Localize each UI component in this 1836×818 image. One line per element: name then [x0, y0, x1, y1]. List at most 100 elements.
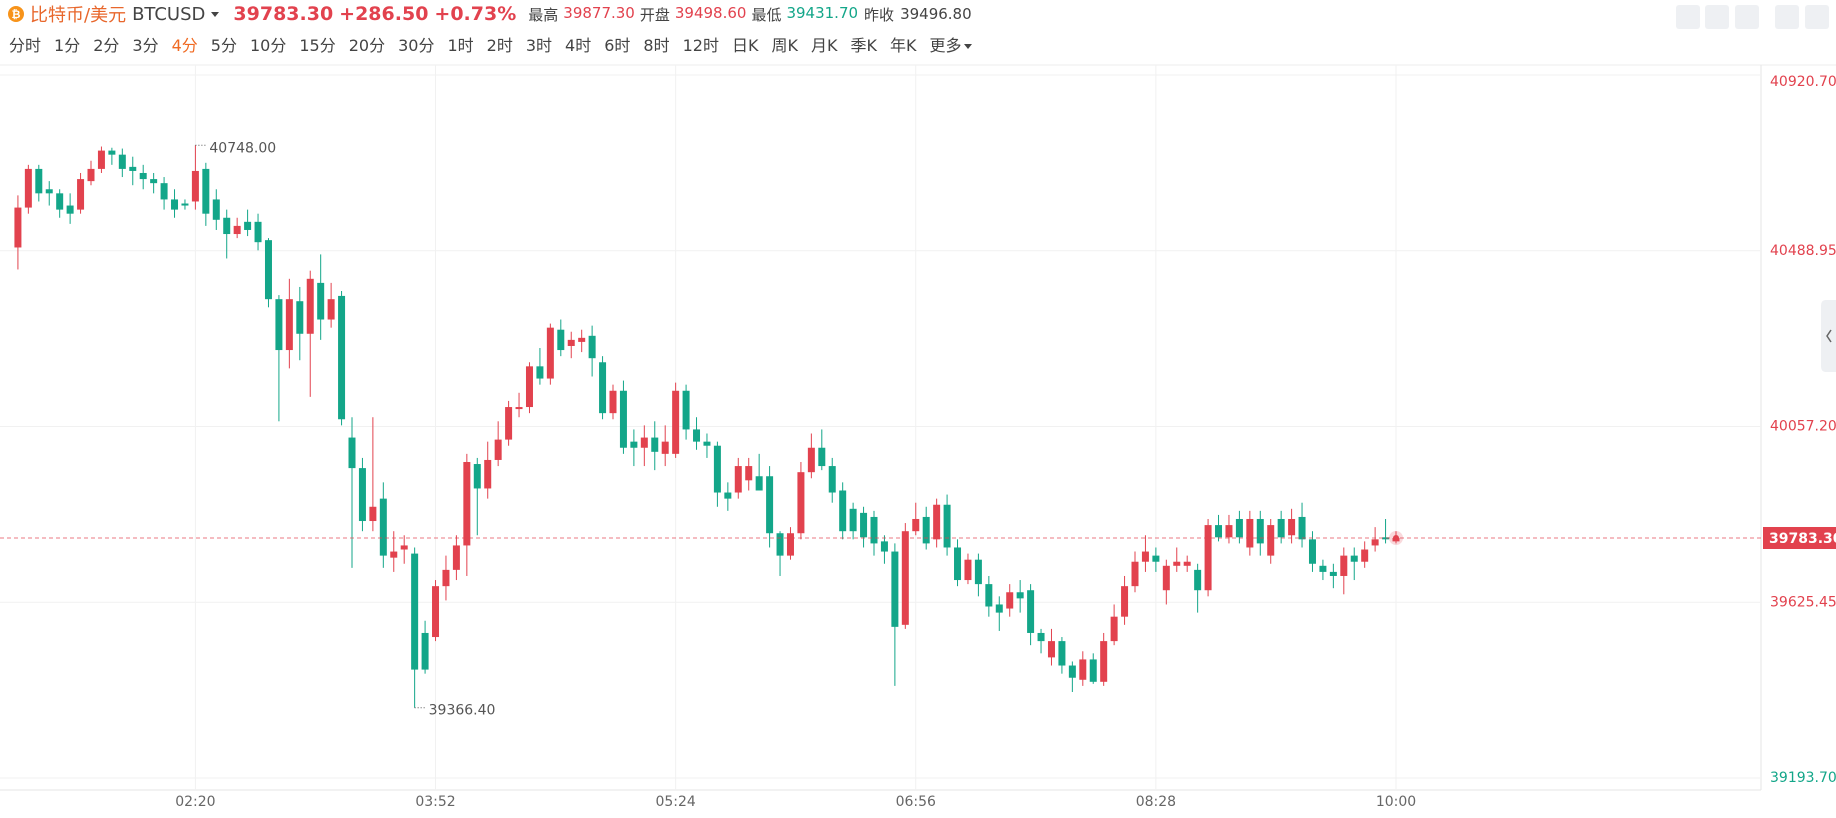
period-tab[interactable]: 12时 — [682, 36, 719, 55]
period-tab[interactable]: 30分 — [398, 36, 435, 55]
tool-button[interactable] — [1735, 5, 1759, 29]
candle-body — [1152, 555, 1160, 562]
period-tab[interactable]: 季K — [850, 36, 877, 55]
y-tick-label: 40488.95 — [1770, 243, 1836, 259]
stat-value: 39877.30 — [563, 3, 635, 22]
candle-body — [1246, 518, 1254, 548]
candle-body — [1256, 518, 1264, 544]
period-tab[interactable]: 10分 — [249, 36, 287, 55]
period-tab[interactable]: 1分 — [54, 36, 81, 55]
candle-body — [1183, 561, 1191, 566]
candle-body — [77, 179, 85, 210]
candle-body — [797, 472, 805, 534]
candle-body — [379, 498, 387, 556]
candle-body — [139, 172, 147, 180]
candle-body — [45, 189, 53, 194]
stat-value: 39431.70 — [786, 3, 859, 22]
candle-body — [118, 154, 126, 169]
candle-body — [995, 604, 1003, 613]
candle-body — [1371, 539, 1379, 546]
candle-body — [56, 193, 64, 210]
candle-body — [776, 533, 784, 556]
x-tick-label: 03:52 — [415, 794, 455, 810]
period-tab[interactable]: 8时 — [643, 36, 670, 55]
period-tab[interactable]: 2分 — [93, 36, 120, 55]
candle-body — [661, 441, 669, 454]
candle-body — [1068, 665, 1076, 678]
period-tab[interactable]: 3分 — [132, 36, 159, 55]
period-tab[interactable]: 3时 — [525, 36, 553, 55]
symbol[interactable]: BTCUSD — [132, 3, 206, 25]
candle-body — [943, 504, 951, 548]
asset-name[interactable]: 比特币/美元 — [30, 5, 127, 26]
candle-body — [536, 366, 544, 379]
tool-button[interactable] — [1676, 5, 1700, 29]
period-tab[interactable]: 月K — [810, 36, 838, 55]
candle-body — [1079, 659, 1087, 680]
side-panel-toggle[interactable] — [1821, 300, 1836, 372]
candle-body — [1235, 518, 1243, 538]
candle-body — [1308, 539, 1316, 564]
candle-body — [212, 199, 220, 220]
symbol-dropdown[interactable] — [211, 11, 220, 17]
candle-body — [1350, 555, 1358, 562]
candle-body — [275, 299, 283, 351]
x-tick-label: 08:28 — [1136, 794, 1176, 810]
candle-body — [1173, 561, 1181, 566]
toggle-arrow — [1826, 329, 1832, 343]
period-tab[interactable]: 15分 — [299, 36, 336, 55]
candle-body — [14, 207, 22, 248]
candle-body — [985, 584, 993, 607]
period-tab[interactable]: 1时 — [447, 36, 474, 55]
candle-body — [202, 168, 210, 214]
x-tick-label: 02:20 — [175, 794, 215, 810]
period-tab[interactable]: 分时 — [9, 36, 42, 55]
period-tab[interactable]: 4分 — [171, 36, 198, 55]
candle-body — [1047, 641, 1055, 658]
candle-body — [1089, 659, 1097, 682]
candle-body — [1131, 561, 1139, 587]
period-tab[interactable]: 2时 — [486, 36, 513, 55]
candle-body — [1027, 590, 1035, 633]
candle-body — [1382, 537, 1390, 540]
candle-body — [515, 407, 523, 410]
candle-body — [35, 168, 43, 194]
candle-body — [285, 299, 293, 351]
candle-body — [1215, 525, 1223, 538]
candle-body — [839, 490, 847, 532]
candle-body — [546, 327, 554, 379]
candle-body — [891, 551, 899, 627]
candle-body — [358, 468, 366, 522]
period-tab[interactable]: 日K — [731, 36, 759, 55]
last-price: 39783.30 — [233, 3, 334, 25]
period-tab[interactable]: 5分 — [210, 36, 237, 55]
candle-body — [1121, 586, 1129, 617]
candle-body — [1194, 569, 1202, 591]
candle-body — [442, 569, 450, 587]
candle-body — [974, 559, 982, 585]
fullscreen-button[interactable] — [1775, 5, 1799, 29]
period-tab[interactable]: 6时 — [604, 36, 631, 55]
stat-label: 最高 — [528, 5, 559, 24]
close-button[interactable] — [1805, 5, 1829, 29]
candle-body — [1016, 592, 1024, 599]
candle-body — [369, 506, 377, 522]
period-tabs: 分时 1分 2分 3分 4分 5分 10分 15分 20分 30分 1时 2时 3时 4时 6时 8时 12时日… — [9, 32, 972, 56]
candle-body — [432, 586, 440, 638]
tool-button[interactable] — [1705, 5, 1729, 29]
candle-body — [766, 476, 774, 534]
period-tab[interactable]: 4时 — [565, 36, 592, 55]
last-price-tag — [1763, 526, 1836, 549]
period-tab[interactable]: 20分 — [348, 36, 386, 55]
candle-body — [24, 168, 32, 208]
period-tab[interactable]: 周K — [771, 36, 798, 55]
candle-body — [87, 168, 95, 182]
candle-body — [619, 390, 627, 448]
candle-body — [912, 518, 920, 532]
more-menu[interactable]: 更多 — [929, 32, 972, 56]
candle-body — [1204, 525, 1212, 591]
period-tab[interactable]: 年K — [889, 36, 917, 55]
candle-body — [922, 516, 930, 544]
candle-body — [1361, 549, 1369, 562]
